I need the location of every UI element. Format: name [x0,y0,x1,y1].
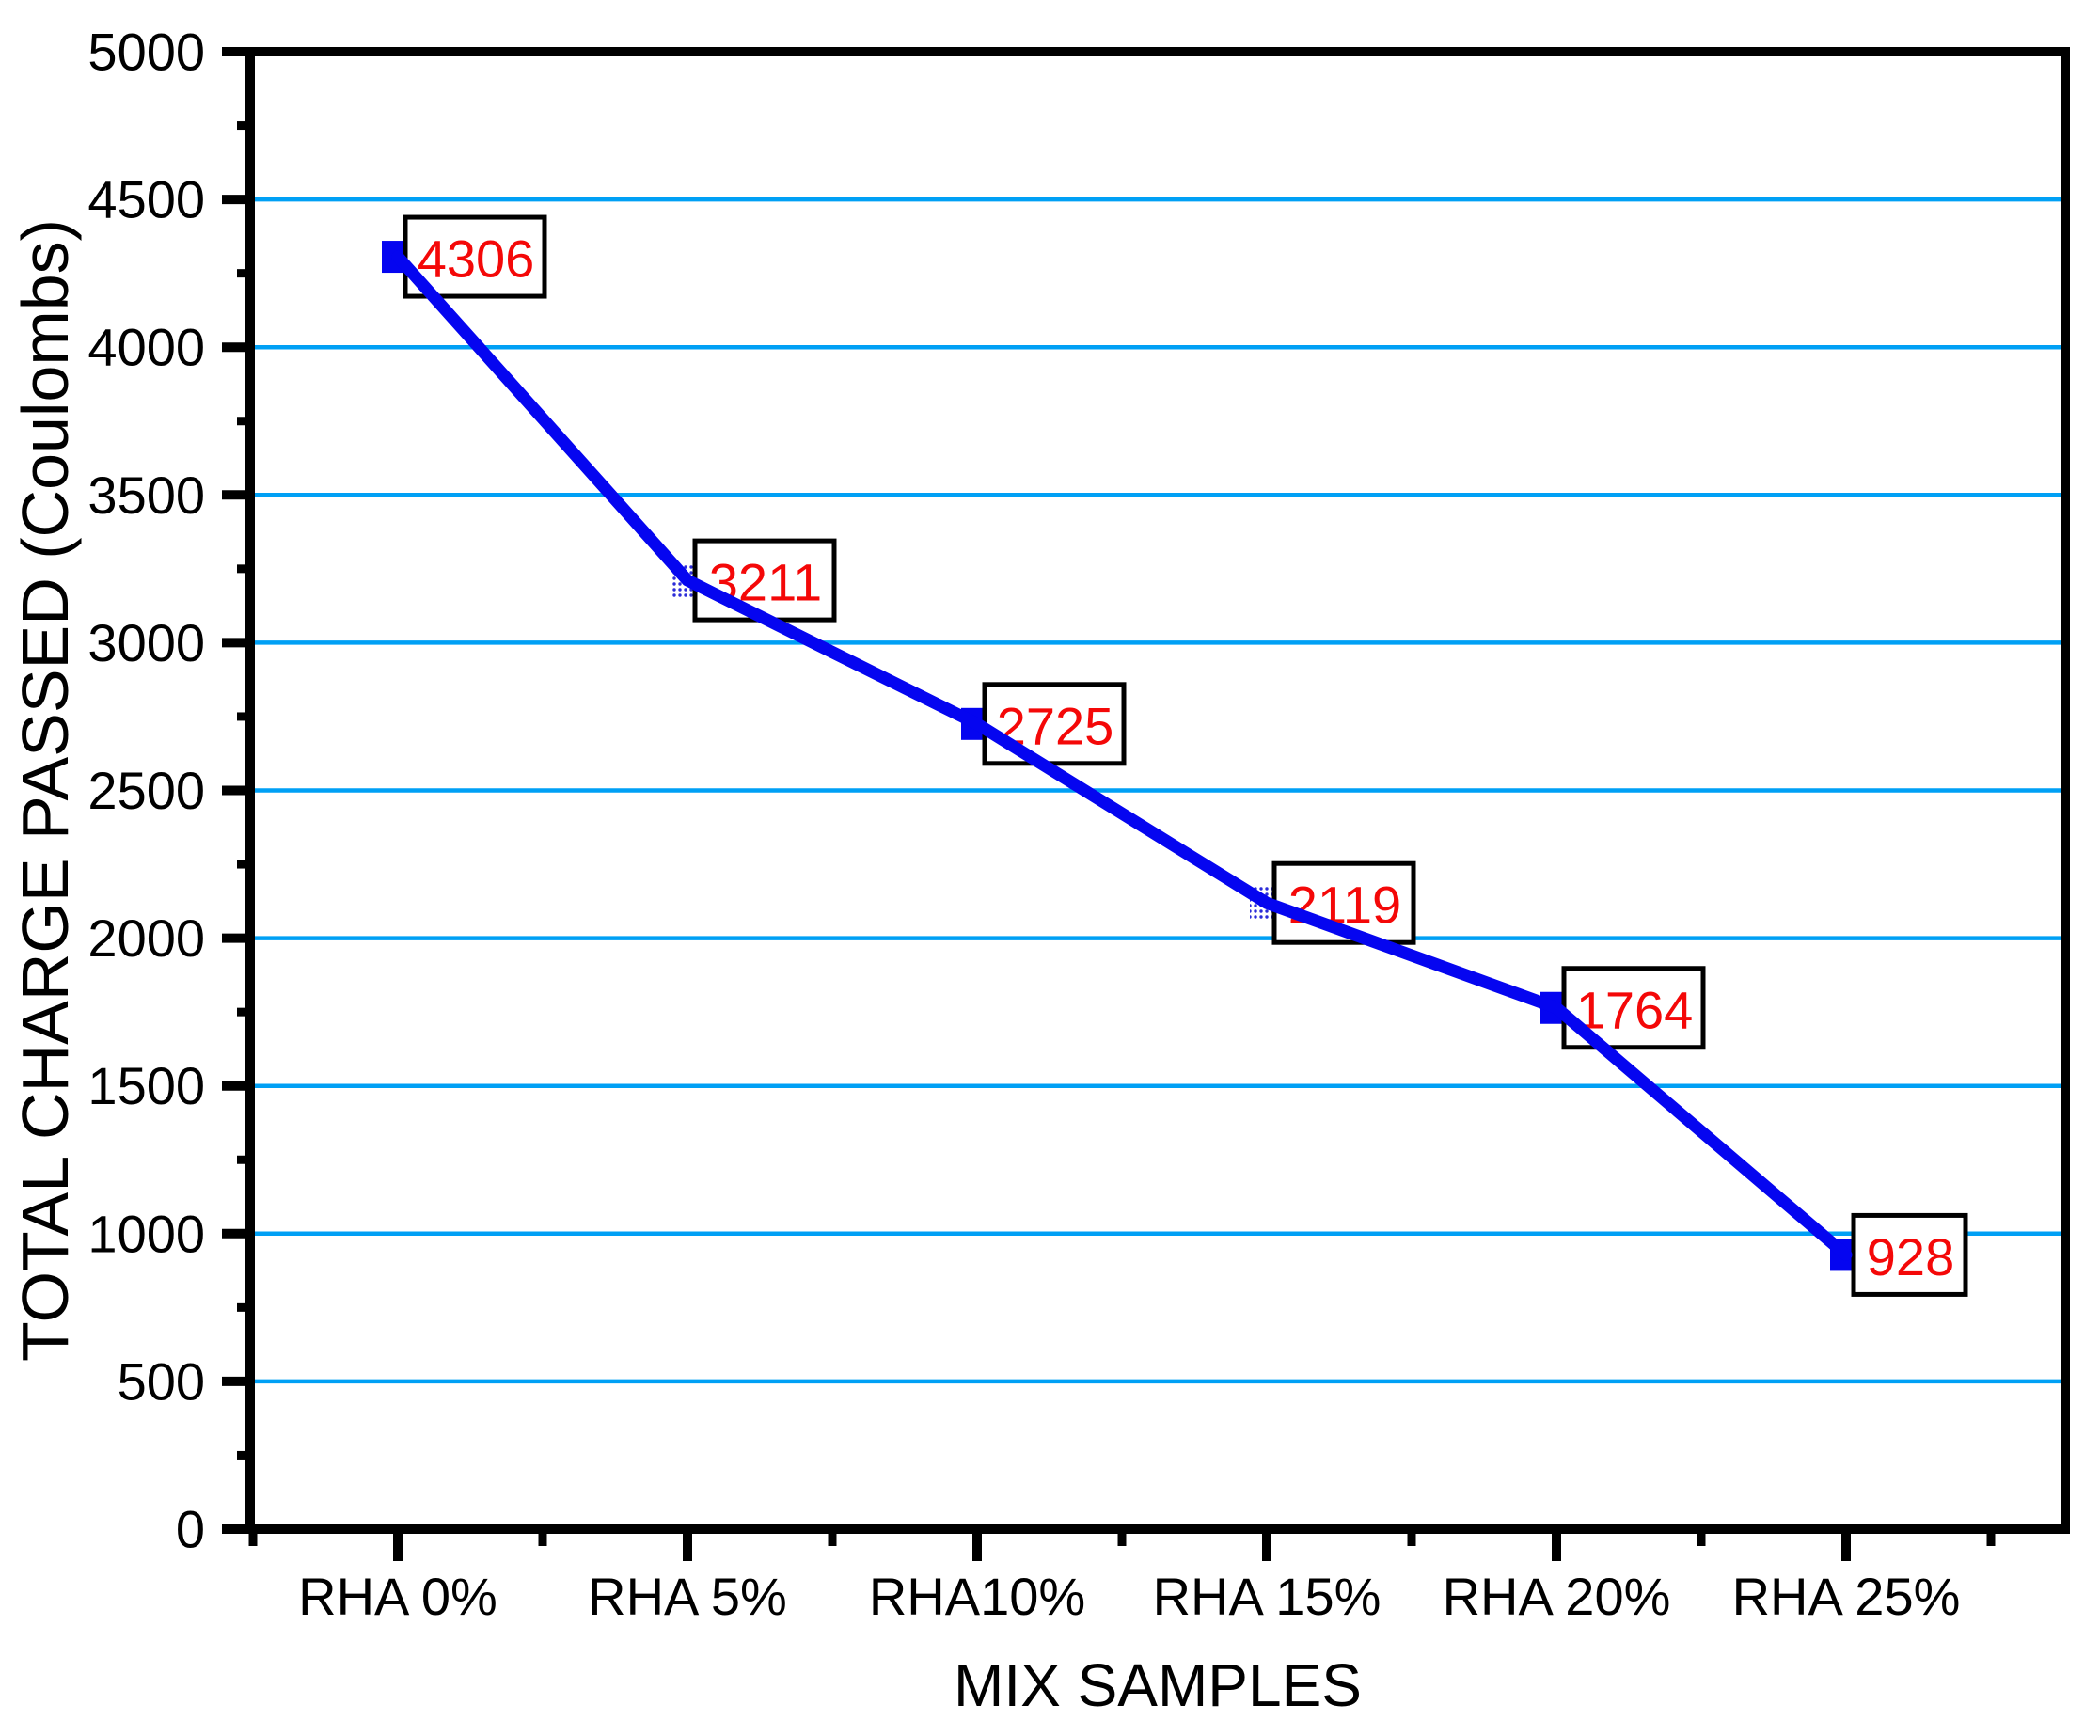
data-line [391,250,1853,1261]
y-tick-label: 1500 [87,1056,205,1115]
point-label: 2119 [1288,876,1401,935]
y-tick-label: 3500 [87,466,205,525]
y-tick-label: 3000 [87,613,205,672]
point-label: 928 [1867,1227,1954,1286]
y-tick-label: 2500 [87,761,205,820]
plot-frame [245,47,2070,1534]
y-tick-label: 500 [118,1351,205,1411]
point-label-box [692,538,837,623]
y-tick-label: 2000 [87,908,205,968]
y-tick-label: 5000 [87,23,205,82]
y-tick-label: 4000 [87,318,205,377]
x-tick-label: RHA 25% [1732,1567,1961,1626]
y-axis-title: TOTAL CHARGE PASSED (Coulombs) [8,219,82,1362]
y-tick-label: 4500 [87,170,205,229]
x-tick-label: RHA 15% [1153,1567,1382,1626]
y-tick-label: 0 [176,1500,205,1559]
x-axis-title: MIX SAMPLES [954,1651,1362,1719]
y-tick-label: 1000 [87,1204,205,1263]
x-tick-label: RHA 20% [1443,1567,1671,1626]
point-label-box [1851,1212,1968,1297]
point-label: 4306 [418,229,535,289]
x-tick-label: RHA10% [869,1567,1085,1626]
x-tick-label: RHA 0% [298,1567,497,1626]
x-tick-label: RHA 5% [588,1567,787,1626]
point-label: 1764 [1576,980,1694,1039]
